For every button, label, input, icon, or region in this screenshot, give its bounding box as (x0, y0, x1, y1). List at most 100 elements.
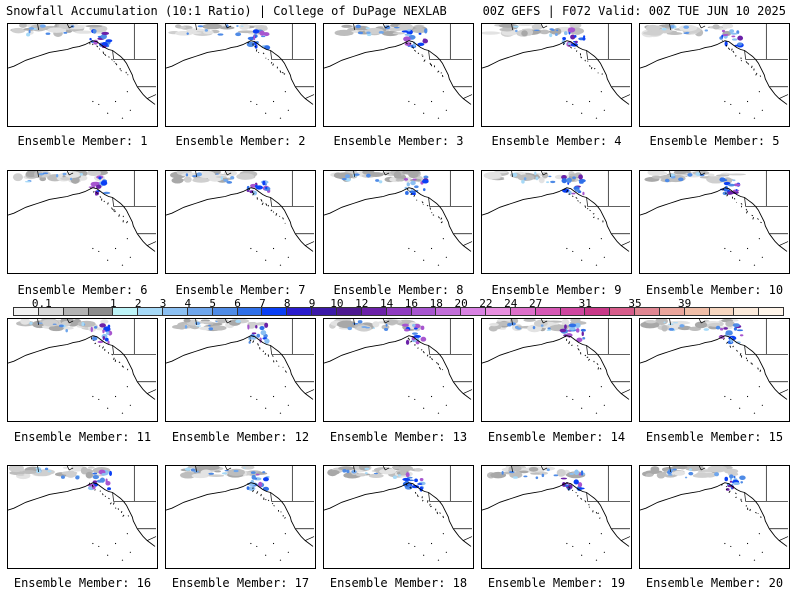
political-border (66, 171, 74, 176)
political-border (146, 94, 157, 99)
political-border (382, 466, 390, 471)
ensemble-member-label: Ensemble Member: 1 (17, 134, 148, 148)
coastal-islands (89, 482, 131, 561)
ensemble-member-label: Ensemble Member: 14 (487, 430, 626, 444)
political-border (778, 241, 789, 246)
colorbar-swatch (584, 307, 611, 316)
coastline (640, 335, 788, 400)
colorbar-tick-label: 10 (330, 297, 344, 310)
ensemble-member-map-panel (7, 23, 158, 127)
colorbar-swatch (658, 307, 685, 316)
ensemble-member-map-panel (639, 465, 790, 569)
ensemble-member-label: Ensemble Member: 15 (645, 430, 784, 444)
snowfall-shading (180, 466, 270, 492)
coastal-islands (562, 483, 605, 561)
political-border (382, 171, 390, 176)
colorbar-tick-label: 1 (110, 297, 117, 310)
ensemble-member-label: Ensemble Member: 3 (333, 134, 464, 148)
coastline (640, 482, 788, 547)
political-border (698, 24, 706, 29)
ensemble-member-map-panel (323, 23, 474, 127)
coastal-islands (720, 335, 763, 414)
ensemble-member-label: Ensemble Member: 17 (171, 576, 310, 590)
coastal-islands (247, 482, 289, 561)
colorbar-swatch (13, 307, 39, 316)
coastline (324, 482, 472, 547)
political-border (224, 319, 232, 324)
political-border (112, 197, 157, 207)
snowfall-shading (16, 319, 113, 345)
coastal-islands (406, 188, 447, 266)
ensemble-member-map-panel (165, 170, 316, 274)
political-border (540, 466, 548, 471)
ensemble-map (8, 319, 157, 414)
ensemble-member-label: Ensemble Member: 6 (17, 283, 148, 297)
political-border (270, 50, 315, 60)
colorbar-labels: 0.1 1 2 3 4 5 6 7 8 9 10 12 14 16 18 20 22 24 27 31 35 39 (14, 297, 784, 310)
political-border (511, 319, 513, 325)
colorbar-tick-label: 3 (159, 297, 167, 310)
political-border (353, 466, 355, 472)
colorbar-swatch (335, 307, 362, 316)
political-border (428, 197, 473, 207)
colorbar-swatch (410, 307, 437, 316)
coastal-islands (722, 188, 763, 266)
colorbar-tick-label: 12 (355, 297, 369, 310)
ensemble-map (482, 171, 631, 266)
colorbar-tick-label: 31 (578, 297, 592, 310)
coastline (8, 187, 156, 252)
colorbar-swatch (634, 307, 660, 316)
political-border (304, 389, 315, 394)
political-border (462, 389, 473, 394)
coastal-islands (405, 483, 447, 561)
political-border (620, 94, 631, 99)
colorbar-swatch (385, 307, 412, 316)
colorbar-swatch (534, 307, 561, 316)
model-run-valid-time: 00Z GEFS | F072 Valid: 00Z TUE JUN 10 20… (482, 4, 786, 18)
political-border (195, 24, 197, 30)
political-border (224, 24, 232, 29)
political-border (586, 345, 631, 355)
political-border (744, 345, 789, 355)
political-border (620, 536, 631, 541)
coastline (640, 187, 788, 252)
colorbar-tick-label: 7 (259, 297, 266, 310)
colorbar-swatch (137, 307, 164, 316)
colorbar-swatch (87, 307, 114, 316)
snowfall-shading (330, 171, 429, 196)
political-border (382, 24, 390, 29)
political-border (146, 241, 157, 246)
colorbar-tick-label: 9 (308, 297, 316, 310)
coastal-islands (249, 337, 289, 414)
political-border (37, 466, 39, 472)
snowfall-shading (640, 319, 744, 345)
colorbar-swatch (286, 307, 313, 316)
political-border (224, 171, 232, 176)
coastline (324, 40, 472, 105)
political-border (778, 536, 789, 541)
political-border (669, 24, 671, 30)
colorbar-swatch (112, 307, 139, 316)
political-border (540, 171, 548, 176)
political-border (669, 319, 671, 325)
political-border (37, 171, 39, 177)
coastline (166, 335, 314, 400)
colorbar-swatch (485, 307, 511, 316)
coastal-islands (405, 42, 447, 119)
ensemble-map (640, 319, 789, 414)
ensemble-member-label: Ensemble Member: 9 (491, 283, 622, 297)
coastline (8, 482, 156, 547)
political-border (270, 492, 315, 502)
political-border (540, 24, 548, 29)
snowfall-shading (8, 466, 113, 491)
snowfall-shading (334, 24, 429, 49)
coastline (8, 335, 156, 400)
ensemble-member-map-panel (323, 318, 474, 422)
political-border (620, 389, 631, 394)
ensemble-map (166, 466, 315, 561)
coastline (166, 187, 314, 252)
political-border (669, 171, 671, 177)
snowfall-shading (483, 171, 586, 196)
political-border (744, 50, 789, 60)
political-border (353, 171, 355, 177)
